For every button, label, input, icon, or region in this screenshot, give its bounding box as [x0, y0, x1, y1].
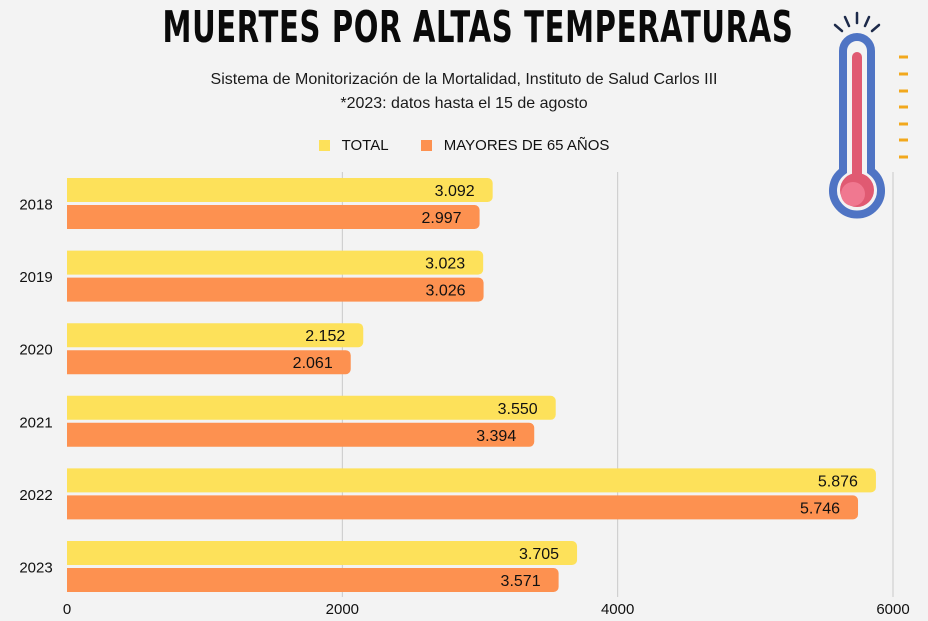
data-label: 3.394	[476, 428, 516, 445]
data-label: 3.092	[435, 183, 475, 200]
bar-mayores	[67, 205, 480, 229]
data-label: 3.026	[426, 283, 466, 300]
legend: TOTAL MAYORES DE 65 AÑOS	[0, 137, 928, 155]
bar-total	[67, 468, 876, 493]
data-label: 3.550	[498, 401, 538, 418]
legend-swatch-total	[318, 140, 330, 151]
y-category-label: 2018	[19, 197, 52, 214]
bar-mayores	[67, 495, 859, 520]
subtitle-source: Sistema de Monitorización de la Mortalid…	[210, 71, 718, 88]
bar-total	[67, 541, 578, 565]
y-category-label: 2021	[19, 414, 52, 431]
x-tick-label: 0	[63, 601, 71, 618]
thermometer-icon	[829, 11, 908, 219]
legend-swatch-mayores	[420, 140, 432, 151]
bar-total	[67, 250, 484, 275]
data-label: 3.023	[425, 256, 465, 273]
y-category-label: 2023	[19, 560, 52, 577]
x-tick-label: 4000	[601, 601, 634, 618]
data-label: 5.876	[818, 473, 858, 490]
data-label: 2.997	[422, 210, 462, 227]
data-label: 3.705	[519, 546, 559, 563]
bar-mayores	[67, 568, 559, 592]
y-category-label: 2020	[19, 342, 52, 359]
bar-mayores	[67, 350, 351, 375]
subtitle-note: *2023: datos hasta el 15 de agosto	[340, 95, 588, 112]
bar-mayores	[67, 422, 535, 447]
legend-item-total: TOTAL	[318, 137, 389, 154]
data-label: 3.571	[501, 573, 541, 590]
legend-item-mayores: MAYORES DE 65 AÑOS	[420, 137, 609, 154]
y-category-label: 2019	[19, 269, 52, 286]
x-tick-label: 2000	[326, 601, 359, 618]
bar-total	[67, 178, 493, 202]
bar-mayores	[67, 277, 484, 302]
bar-total	[67, 323, 364, 348]
x-tick-label: 6000	[876, 601, 909, 618]
chart-title: MUERTES POR ALTAS TEMPERATURAS	[162, 2, 794, 53]
y-category-label: 2022	[19, 487, 52, 504]
data-label: 2.061	[293, 355, 333, 372]
data-label: 2.152	[305, 328, 345, 345]
data-label: 5.746	[800, 500, 840, 517]
bar-total	[67, 395, 556, 420]
